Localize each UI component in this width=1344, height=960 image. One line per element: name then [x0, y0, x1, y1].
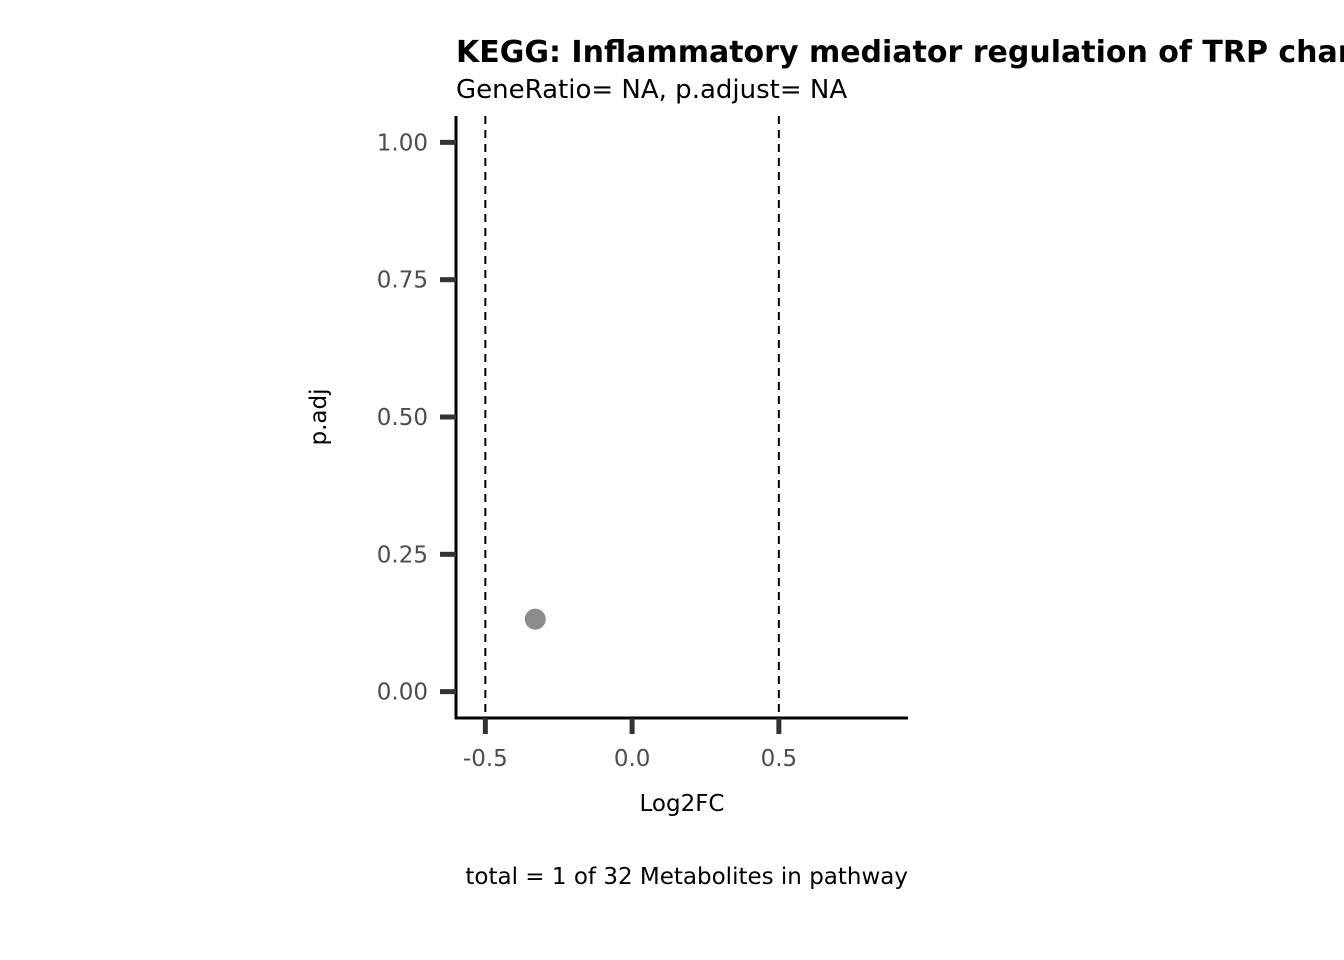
- threshold-lines: [484, 116, 780, 718]
- data-point: [524, 608, 546, 630]
- y-tick-label: 0.50: [377, 405, 428, 431]
- y-axis-ticks: 0.00 0.25 0.50 0.75 1.00: [377, 130, 456, 706]
- y-tick-label: 1.00: [377, 130, 428, 156]
- chart-title: KEGG: Inflammatory mediator regulation o…: [456, 35, 1344, 70]
- chart-subtitle: GeneRatio= NA, p.adjust= NA: [456, 75, 847, 105]
- y-axis-title: p.adj: [306, 389, 332, 446]
- x-tick-label: 0.0: [614, 746, 651, 772]
- y-tick-label: 0.25: [377, 542, 428, 568]
- data-points: [524, 608, 546, 630]
- x-tick-label: 0.5: [761, 746, 798, 772]
- x-axis-title: Log2FC: [639, 791, 724, 817]
- x-axis-ticks: -0.5 0.0 0.5: [463, 718, 797, 772]
- y-tick-label: 0.75: [377, 268, 428, 294]
- x-tick-label: -0.5: [463, 746, 508, 772]
- chart-caption: total = 1 of 32 Metabolites in pathway: [465, 864, 908, 890]
- y-tick-label: 0.00: [377, 680, 428, 706]
